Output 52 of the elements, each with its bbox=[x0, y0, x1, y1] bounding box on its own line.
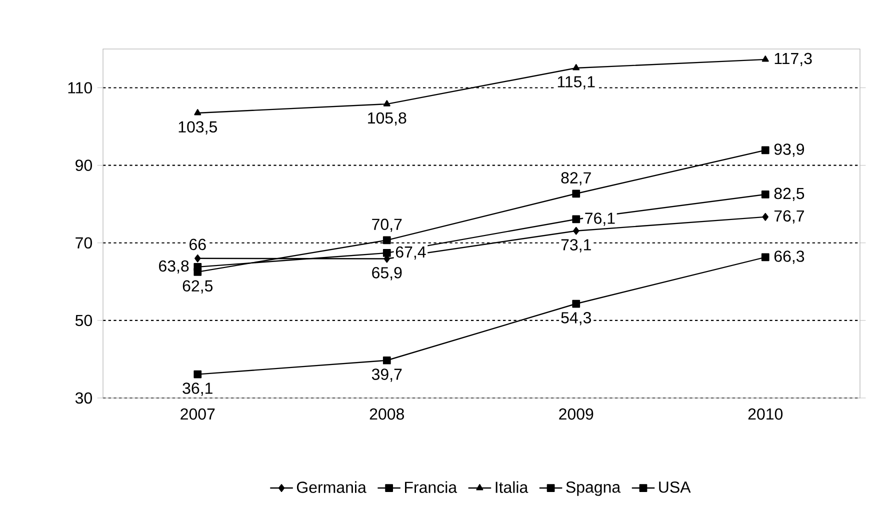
data-label: 65,9 bbox=[372, 267, 402, 280]
data-label: 54,3 bbox=[561, 312, 591, 326]
point bbox=[572, 64, 580, 70]
point bbox=[194, 109, 202, 116]
point bbox=[572, 190, 580, 198]
point bbox=[383, 100, 390, 106]
point bbox=[761, 190, 770, 198]
point bbox=[382, 249, 391, 257]
y-tick-label: 50 bbox=[75, 314, 92, 326]
data-label: 117,3 bbox=[774, 52, 812, 66]
point bbox=[761, 253, 770, 262]
legend-label: USA bbox=[659, 481, 691, 493]
point bbox=[194, 254, 201, 262]
x-tick-label: 2010 bbox=[748, 408, 783, 420]
legend-label: Spagna bbox=[566, 481, 621, 496]
data-label: 62,5 bbox=[182, 280, 213, 294]
legend-label: Italia bbox=[496, 481, 528, 493]
data-label: 82,7 bbox=[561, 172, 591, 186]
data-label: 105,8 bbox=[368, 112, 406, 126]
data-label: 67,4 bbox=[396, 246, 426, 260]
x-tick-label: 2009 bbox=[559, 408, 594, 420]
y-tick-label: 70 bbox=[76, 237, 92, 249]
data-label: 63,8 bbox=[159, 260, 189, 274]
point bbox=[194, 370, 202, 378]
point bbox=[572, 300, 580, 308]
x-tick-label: 2008 bbox=[370, 408, 404, 420]
point bbox=[194, 268, 202, 276]
point bbox=[573, 226, 580, 235]
point bbox=[762, 56, 769, 62]
y-tick-label: 30 bbox=[75, 392, 92, 404]
point bbox=[761, 146, 770, 154]
data-label: 66,3 bbox=[774, 250, 804, 264]
data-label: 103,5 bbox=[178, 121, 217, 134]
data-label: 66 bbox=[190, 238, 206, 250]
point bbox=[572, 215, 580, 224]
point bbox=[382, 356, 391, 364]
y-tick-label: 110 bbox=[68, 82, 92, 94]
y-tick-label: 90 bbox=[76, 160, 92, 171]
data-label: 82,5 bbox=[774, 188, 804, 202]
data-label: 115,1 bbox=[558, 76, 595, 90]
data-label: 73,1 bbox=[561, 239, 591, 252]
x-tick-label: 2007 bbox=[180, 408, 215, 420]
point bbox=[762, 212, 768, 221]
data-label: 36,1 bbox=[182, 382, 212, 396]
data-label: 76,7 bbox=[774, 210, 804, 224]
data-label: 70,7 bbox=[372, 218, 402, 232]
legend-label: Germania bbox=[296, 481, 366, 493]
data-label: 39,7 bbox=[372, 368, 402, 382]
point bbox=[382, 236, 391, 244]
data-label: 76,1 bbox=[585, 212, 615, 226]
data-label: 93,9 bbox=[774, 144, 804, 157]
legend-label: Francia bbox=[405, 481, 458, 493]
